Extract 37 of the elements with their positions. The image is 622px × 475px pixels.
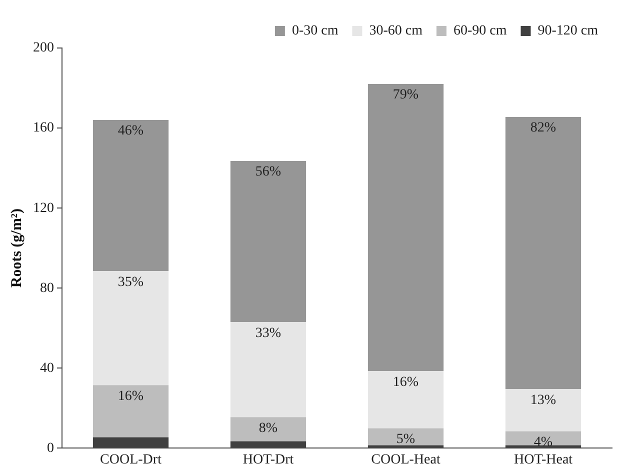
bar bbox=[230, 161, 306, 322]
bar bbox=[505, 117, 582, 390]
y-tick-label: 160 bbox=[33, 120, 54, 136]
y-tick-label: 0 bbox=[47, 440, 54, 456]
annotation: 46% bbox=[118, 124, 144, 139]
x-tick-label: COOL-Heat bbox=[371, 452, 440, 468]
bar bbox=[92, 271, 169, 386]
y-axis-title: Roots (g/m²) bbox=[8, 208, 25, 288]
annotation: 33% bbox=[255, 326, 282, 341]
bar bbox=[230, 322, 306, 418]
x-tick-label: COOL-Drt bbox=[100, 452, 162, 468]
legend-label: 30-60 cm bbox=[369, 24, 423, 39]
y-tick-label: 40 bbox=[40, 360, 54, 376]
bar bbox=[505, 389, 582, 432]
annotation: 5% bbox=[396, 432, 416, 447]
annotation: 82% bbox=[530, 120, 556, 136]
y-tick-label: 120 bbox=[33, 200, 54, 216]
y-tick-label: 80 bbox=[40, 280, 54, 296]
bar bbox=[92, 120, 169, 272]
bar bbox=[368, 428, 444, 446]
y-tick-label: 200 bbox=[33, 40, 54, 56]
annotation: 35% bbox=[118, 274, 144, 290]
legend-label: 90-120 cm bbox=[538, 24, 598, 39]
bar bbox=[230, 417, 306, 442]
annotation: 13% bbox=[530, 392, 556, 408]
bar bbox=[368, 371, 444, 428]
annotation: 56% bbox=[255, 164, 282, 180]
annotation: 16% bbox=[118, 388, 144, 404]
annotation: 79% bbox=[392, 88, 419, 103]
x-tick-label: HOT-Drt bbox=[242, 452, 294, 468]
legend-label: 0-30 cm bbox=[292, 24, 338, 39]
annotation: 8% bbox=[258, 420, 278, 436]
annotation: 16% bbox=[392, 374, 419, 390]
bar bbox=[92, 385, 169, 438]
x-tick-label: HOT-Heat bbox=[514, 452, 573, 468]
legend-label: 60-90 cm bbox=[453, 24, 507, 39]
bar bbox=[368, 84, 444, 372]
